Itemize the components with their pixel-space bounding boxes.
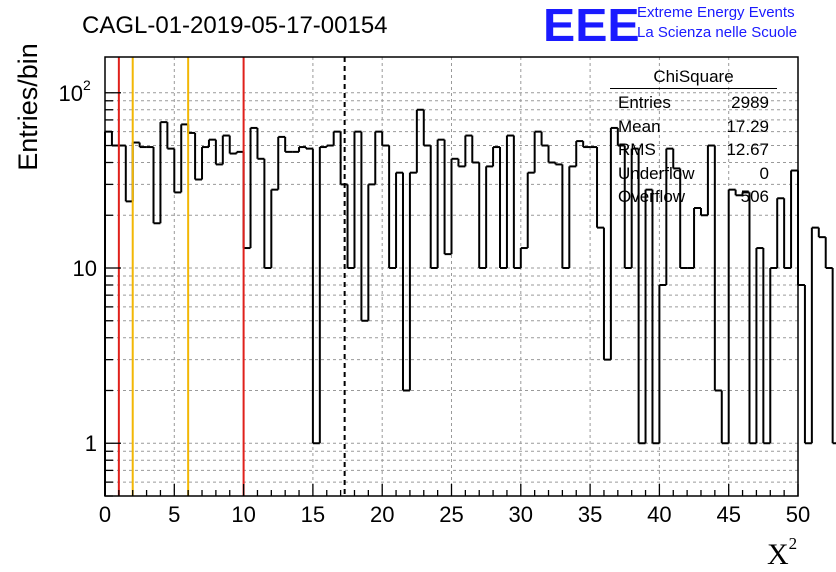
x-tick-label: 15 [301, 502, 325, 527]
reference-lines-layer [117, 57, 346, 496]
logo-tagline-2: La Scienza nelle Scuole [637, 24, 798, 41]
x-tick-label: 20 [370, 502, 394, 527]
stats-row-mean: Mean 17.29 [610, 115, 777, 139]
stats-box: ChiSquare Entries 2989 Mean 17.29 RMS 12… [610, 66, 777, 209]
stats-label: Entries [618, 93, 671, 112]
stats-value: 17.29 [726, 116, 769, 136]
stats-value: 506 [740, 187, 769, 206]
x-tick-label: 50 [786, 502, 810, 527]
stats-label: Overflow [618, 187, 686, 206]
x-tick-label: 45 [716, 502, 740, 527]
stats-row-entries: Entries 2989 [610, 91, 777, 115]
eee-logo: EEE [543, 0, 640, 51]
x-axis-label-superscript: 2 [788, 534, 798, 553]
stats-value: 12.67 [726, 140, 769, 159]
stats-label: Mean [618, 116, 661, 136]
y-axis-label: Entries/bin [13, 43, 43, 171]
stats-label: RMS [618, 140, 656, 159]
stats-row-rms: RMS 12.67 [610, 138, 777, 162]
stats-label: Underflow [618, 163, 695, 183]
y-tick-label: 10 [73, 256, 97, 281]
x-tick-label: 35 [578, 502, 602, 527]
stats-value: 2989 [731, 93, 769, 112]
x-axis-label-base: X [767, 538, 789, 571]
x-tick-label: 25 [439, 502, 463, 527]
x-tick-label: 10 [231, 502, 255, 527]
y-tick-label: 1 [85, 431, 97, 456]
grid-layer [105, 57, 798, 496]
logo-tagline-1: Extreme Energy Events [637, 4, 795, 21]
chart-title: CAGL-01-2019-05-17-00154 [82, 12, 388, 39]
stats-row-underflow: Underflow 0 [610, 162, 777, 186]
x-tick-label: 0 [99, 502, 111, 527]
y-tick-label-exponent: 2 [83, 77, 91, 93]
stats-title: ChiSquare [610, 66, 777, 89]
x-tick-label: 30 [509, 502, 533, 527]
x-tick-label: 40 [647, 502, 671, 527]
x-tick-label: 5 [168, 502, 180, 527]
y-tick-label: 10 [59, 81, 83, 106]
x-axis-label: X2 [767, 534, 797, 572]
stats-row-overflow: Overflow 506 [610, 185, 777, 209]
stats-value: 0 [759, 163, 769, 183]
